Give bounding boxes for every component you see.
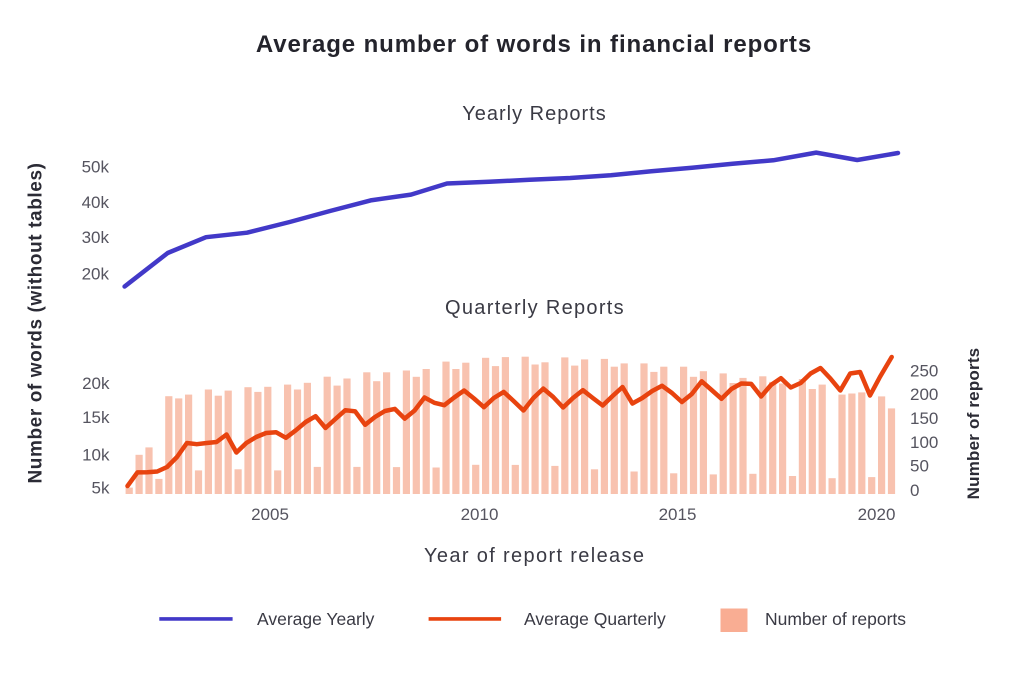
svg-text:150: 150	[910, 409, 938, 428]
svg-text:Year of report release: Year of report release	[424, 545, 645, 567]
svg-text:20k: 20k	[82, 374, 110, 393]
svg-text:Average number of words in fin: Average number of words in financial rep…	[256, 31, 812, 58]
svg-text:50: 50	[910, 457, 929, 476]
svg-text:2020: 2020	[858, 505, 896, 524]
svg-text:Number of words (without table: Number of words (without tables)	[26, 162, 47, 483]
svg-text:250: 250	[910, 362, 938, 381]
svg-text:2005: 2005	[251, 505, 289, 524]
svg-text:2010: 2010	[461, 505, 499, 524]
svg-text:2015: 2015	[659, 505, 697, 524]
svg-text:0: 0	[910, 481, 919, 500]
svg-text:Average Quarterly: Average Quarterly	[524, 609, 666, 629]
svg-text:Quarterly Reports: Quarterly Reports	[445, 297, 625, 319]
svg-text:40k: 40k	[82, 193, 110, 212]
svg-text:20k: 20k	[82, 264, 110, 283]
svg-text:10k: 10k	[82, 445, 110, 464]
svg-text:200: 200	[910, 385, 938, 404]
svg-text:Number of reports: Number of reports	[964, 348, 983, 500]
svg-text:Average Yearly: Average Yearly	[257, 609, 375, 629]
svg-text:30k: 30k	[82, 228, 110, 247]
svg-text:50k: 50k	[82, 158, 110, 177]
svg-text:15k: 15k	[82, 408, 110, 427]
svg-text:Yearly Reports: Yearly Reports	[462, 103, 606, 125]
svg-text:5k: 5k	[92, 479, 110, 498]
svg-text:Number of reports: Number of reports	[765, 609, 906, 629]
svg-text:100: 100	[910, 433, 938, 452]
